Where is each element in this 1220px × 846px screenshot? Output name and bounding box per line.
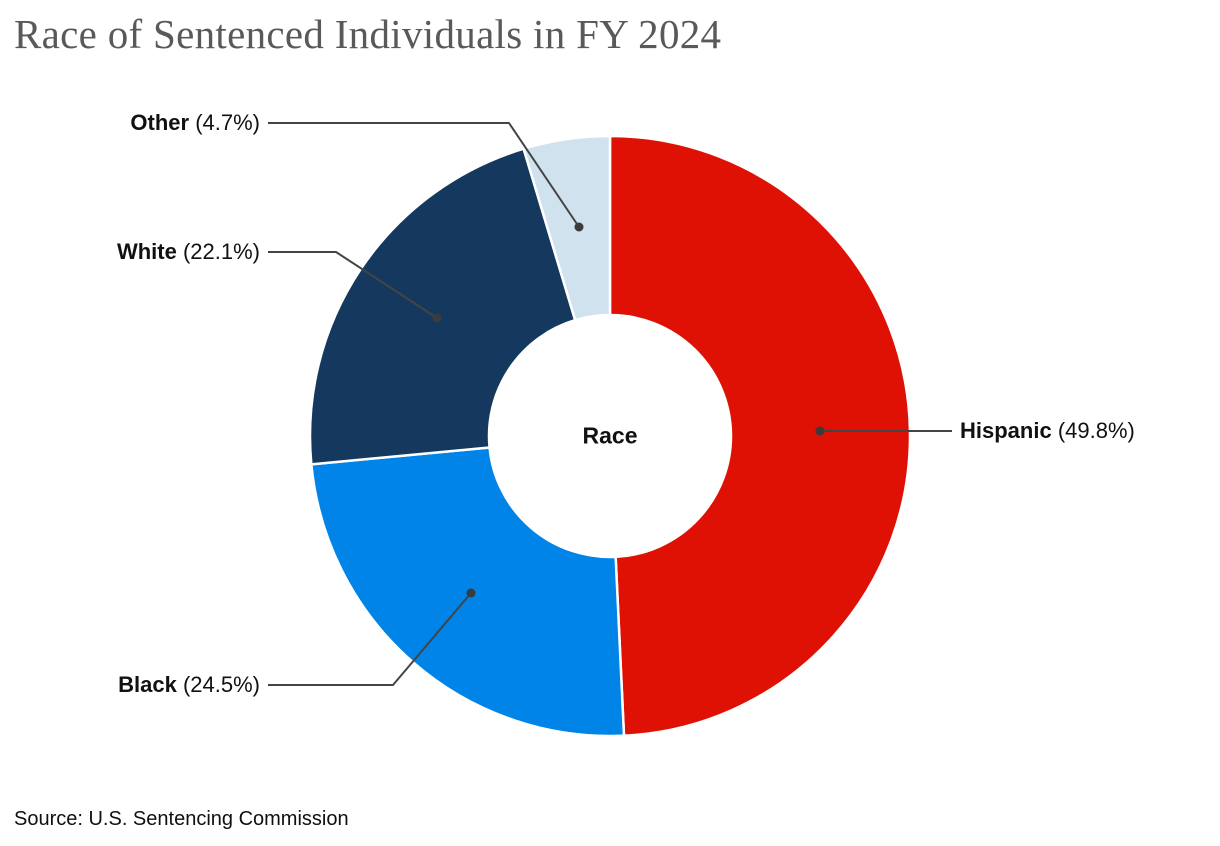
chart-title: Race of Sentenced Individuals in FY 2024 [14, 11, 722, 57]
leader-line-other [268, 122, 580, 228]
slice-label-value: (24.5%) [176, 672, 260, 697]
donut-slice-hispanic[interactable] [608, 134, 912, 737]
source-caption: Source: U.S. Sentencing Commission [14, 808, 349, 830]
slice-label-value: (4.7%) [189, 110, 260, 135]
leader-dot-other [574, 222, 584, 232]
slice-label-hispanic: Hispanic (49.8%) [960, 418, 1135, 444]
leader-lines-group [268, 122, 952, 686]
slice-label-other: Other (4.7%) [130, 110, 260, 136]
donut-slice-other[interactable] [522, 134, 612, 322]
slice-label-value: (49.8%) [1051, 418, 1135, 443]
slice-label-name: Black [118, 672, 177, 697]
slice-label-name: White [116, 239, 177, 264]
donut-slice-white[interactable] [308, 147, 577, 466]
leader-dot-white [432, 313, 442, 323]
slice-label-name: Hispanic [960, 418, 1052, 443]
slice-label-name: Other [130, 110, 190, 135]
leader-dot-hispanic [815, 426, 825, 436]
leader-line-white [268, 251, 438, 319]
slice-label-value: (22.1%) [176, 239, 260, 264]
donut-center-label: Race [582, 422, 638, 449]
slice-label-white: White (22.1%) [117, 239, 260, 265]
leader-line-black [268, 592, 472, 686]
leader-dot-black [466, 588, 476, 598]
donut-slices-group [308, 134, 912, 738]
slice-label-black: Black (24.5%) [118, 672, 260, 698]
